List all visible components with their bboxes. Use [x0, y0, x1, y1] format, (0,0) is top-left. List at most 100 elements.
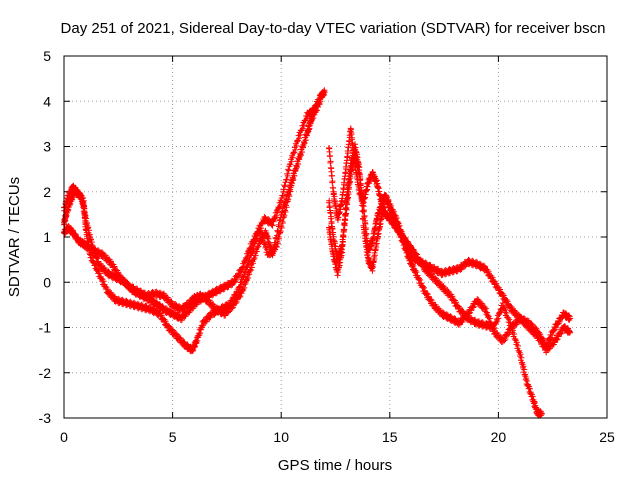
data-point [280, 214, 287, 221]
data-point [532, 324, 539, 331]
data-point [276, 230, 283, 237]
data-point [121, 277, 128, 284]
data-point [280, 188, 287, 195]
series-points [325, 141, 574, 350]
data-point [239, 278, 246, 285]
data-point [333, 205, 340, 212]
data-point [321, 89, 328, 96]
data-point [115, 269, 122, 276]
data-point [518, 354, 525, 361]
data-point [289, 154, 296, 161]
data-point [278, 199, 285, 206]
data-point [326, 197, 333, 204]
data-point [231, 295, 238, 302]
data-point [359, 208, 366, 215]
data-point [227, 301, 234, 308]
data-point [543, 343, 550, 350]
x-tick-label: 25 [599, 429, 615, 445]
data-point [490, 325, 497, 332]
data-point [235, 288, 242, 295]
data-point [505, 331, 512, 338]
data-point [480, 262, 487, 269]
data-point [273, 212, 280, 219]
data-point [523, 375, 530, 382]
data-point [513, 339, 520, 346]
data-point [495, 315, 502, 322]
data-point [284, 198, 291, 205]
data-point [261, 213, 268, 220]
data-point [558, 330, 565, 337]
data-point [256, 222, 263, 229]
data-point [447, 313, 454, 320]
data-point [328, 239, 335, 246]
data-point [517, 351, 524, 358]
data-point [293, 138, 300, 145]
data-point [503, 310, 510, 317]
data-point [427, 296, 434, 303]
data-point [290, 150, 297, 157]
data-point [506, 316, 513, 323]
y-tick-label: 3 [43, 139, 51, 155]
data-point [482, 305, 489, 312]
data-point [413, 269, 420, 276]
data-point [339, 197, 346, 204]
data-point [329, 243, 336, 250]
data-point [344, 154, 351, 161]
data-point [340, 227, 347, 234]
data-point [285, 191, 292, 198]
data-point [533, 325, 540, 332]
data-point [237, 293, 244, 300]
data-point [111, 263, 118, 270]
data-point [499, 300, 506, 307]
data-point [549, 332, 556, 339]
data-point [274, 240, 281, 247]
data-point [557, 331, 564, 338]
data-point [361, 228, 368, 235]
y-tick-label: 4 [43, 93, 51, 109]
data-point [356, 164, 363, 171]
data-point [567, 315, 574, 322]
x-tick-label: 0 [60, 429, 68, 445]
data-point [299, 125, 306, 132]
data-point [493, 319, 500, 326]
data-point [338, 200, 345, 207]
data-point [369, 267, 376, 274]
data-point [234, 291, 241, 298]
data-point [241, 284, 248, 291]
data-point [529, 393, 536, 400]
data-point [305, 128, 312, 135]
data-point [285, 167, 292, 174]
data-point [511, 331, 518, 338]
data-point [479, 319, 486, 326]
data-point [327, 152, 334, 159]
data-point [301, 140, 308, 147]
data-point [504, 298, 511, 305]
data-point [165, 322, 172, 329]
data-point [500, 292, 507, 299]
data-point [295, 160, 302, 167]
data-point [289, 175, 296, 182]
data-point [360, 215, 367, 222]
y-tick-labels: -3 -2 -1 0 1 2 3 4 5 [39, 48, 52, 426]
data-point [553, 337, 560, 344]
data-point [85, 224, 92, 231]
y-tick-label: 1 [43, 229, 51, 245]
data-point [235, 272, 242, 279]
data-point [248, 244, 255, 251]
data-point [327, 158, 334, 165]
data-point [333, 261, 340, 268]
data-point [292, 146, 299, 153]
data-point [539, 335, 546, 342]
data-point [440, 309, 447, 316]
data-point [521, 366, 528, 373]
data-point [78, 192, 85, 199]
x-tick-labels: 0 5 10 15 20 25 [60, 429, 615, 445]
data-point [340, 234, 347, 241]
data-point [169, 326, 176, 333]
data-point [172, 330, 179, 337]
data-point [473, 258, 480, 265]
data-point [244, 253, 251, 260]
data-point [197, 330, 204, 337]
data-point [363, 242, 370, 249]
data-point [506, 330, 513, 337]
